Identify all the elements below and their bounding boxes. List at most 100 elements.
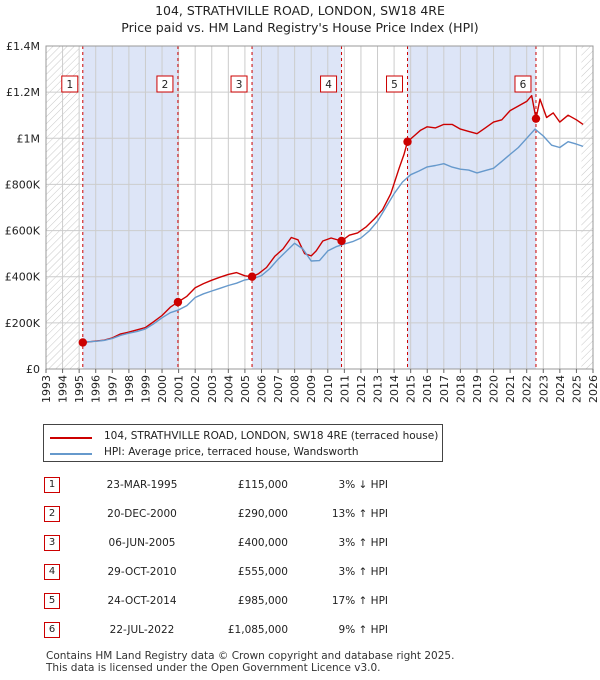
x-tick-label: 2012 <box>355 375 368 403</box>
x-tick-label: 2013 <box>372 375 385 403</box>
x-tick-label: 2023 <box>537 375 550 403</box>
x-tick-label: 2017 <box>438 375 451 403</box>
legend-swatch-hpi <box>50 453 92 455</box>
x-tick-label: 2024 <box>554 375 567 403</box>
sale-date: 29-OCT-2010 <box>107 565 177 578</box>
x-tick-label: 1995 <box>73 375 86 403</box>
table-row: 4 29-OCT-2010 £555,000 3% ↑ HPI <box>44 557 388 586</box>
sale-point <box>247 272 257 281</box>
sale-hpi-diff: 3% ↓ HPI <box>338 478 388 491</box>
sale-hpi-diff: 13% ↑ HPI <box>331 507 388 520</box>
sale-label-number: 3 <box>236 79 243 91</box>
sale-hpi-diff: 17% ↑ HPI <box>331 594 388 607</box>
x-tick-label: 2021 <box>504 375 517 403</box>
table-row: 3 06-JUN-2005 £400,000 3% ↑ HPI <box>44 528 388 557</box>
ownership-band <box>252 46 342 369</box>
sale-label-number: 6 <box>520 79 527 91</box>
x-tick-label: 2010 <box>322 375 335 403</box>
chart-subtitle: Price paid vs. HM Land Registry's House … <box>121 20 479 35</box>
sale-point <box>337 236 346 246</box>
sale-point <box>78 338 87 347</box>
x-tick-label: 2022 <box>521 375 534 403</box>
sale-label-box: 4 <box>320 75 338 93</box>
table-row: 5 24-OCT-2014 £985,000 17% ↑ HPI <box>44 586 388 615</box>
ownership-band <box>82 46 178 369</box>
y-tick-label: £1.2M <box>6 86 40 99</box>
x-tick-label: 2015 <box>405 375 418 403</box>
legend-label-hpi: HPI: Average price, terraced house, Wand… <box>104 446 359 458</box>
sale-label-box: 3 <box>230 75 248 93</box>
sale-price: £1,085,000 <box>227 623 288 636</box>
sale-point <box>403 137 412 146</box>
x-tick-label: 2026 <box>587 375 600 403</box>
sale-date: 06-JUN-2005 <box>108 536 176 549</box>
sale-date-lines: 1 2 3 4 5 6 <box>61 46 537 369</box>
sale-number-badge: 1 <box>44 476 60 493</box>
ownership-shading <box>46 46 593 369</box>
x-tick-label: 2007 <box>272 375 285 403</box>
x-tick-label: 2003 <box>206 375 219 403</box>
x-tick-label: 1997 <box>106 375 119 403</box>
y-tick-label: £1M <box>17 132 41 145</box>
legend-label-property: 104, STRATHVILLE ROAD, LONDON, SW18 4RE … <box>104 430 439 442</box>
y-tick-label: £800K <box>5 178 41 191</box>
x-tick-label: 2025 <box>570 375 583 403</box>
sale-label-number: 4 <box>325 79 332 91</box>
x-tick-label: 2018 <box>454 375 467 403</box>
x-tick-label: 2001 <box>173 375 186 403</box>
footer-licence: This data is licensed under the Open Gov… <box>46 662 381 674</box>
sale-number-badge: 2 <box>44 505 60 522</box>
y-tick-label: £400K <box>5 271 41 284</box>
price-chart: 1 2 3 4 5 6 £0 £200K £400K £600K £800K £1M £1.2M £1.… <box>5 40 600 403</box>
sale-number-badge: 6 <box>44 621 60 638</box>
x-tick-label: 2011 <box>338 375 351 403</box>
x-tick-label: 2000 <box>156 375 169 403</box>
x-tick-label: 1993 <box>40 375 53 403</box>
sale-markers <box>78 114 541 347</box>
sale-label-number: 5 <box>391 79 398 91</box>
sale-hpi-diff: 3% ↑ HPI <box>338 536 388 549</box>
x-tick-label: 2005 <box>239 375 252 403</box>
sale-label-number: 2 <box>162 79 169 91</box>
sale-label-box: 5 <box>386 75 404 93</box>
x-tick-label: 2019 <box>471 375 484 403</box>
series-line-hpi <box>79 128 584 343</box>
x-tick-label: 1998 <box>123 375 136 403</box>
chart-title: 104, STRATHVILLE ROAD, LONDON, SW18 4RE <box>155 3 445 18</box>
table-row: 2 20-DEC-2000 £290,000 13% ↑ HPI <box>44 499 388 528</box>
hatched-region-after-data <box>581 46 593 369</box>
sale-date: 23-MAR-1995 <box>106 478 178 491</box>
sale-price: £290,000 <box>237 507 288 520</box>
x-tick-label: 2006 <box>255 375 268 403</box>
x-tick-label: 1999 <box>139 375 152 403</box>
sale-price: £115,000 <box>237 478 288 491</box>
sale-number-badge: 3 <box>44 534 60 551</box>
sale-label-box: 6 <box>514 75 532 93</box>
footer: Contains HM Land Registry data © Crown c… <box>46 650 454 674</box>
x-tick-label: 2020 <box>488 375 501 403</box>
sale-price: £400,000 <box>237 536 288 549</box>
x-tick-label: 1996 <box>90 375 103 403</box>
sale-date: 24-OCT-2014 <box>107 594 177 607</box>
x-tick-label: 2008 <box>289 375 302 403</box>
x-tick-label: 1994 <box>57 375 70 403</box>
sale-date: 22-JUL-2022 <box>109 623 175 636</box>
sale-label-box: 1 <box>61 75 79 93</box>
sale-hpi-diff: 9% ↑ HPI <box>338 623 388 636</box>
sale-point <box>173 297 183 307</box>
sale-point <box>531 114 541 123</box>
table-row: 1 23-MAR-1995 £115,000 3% ↓ HPI <box>44 470 388 499</box>
x-tick-label: 2009 <box>305 375 318 403</box>
sale-date: 20-DEC-2000 <box>107 507 177 520</box>
y-tick-label: £0 <box>26 363 40 376</box>
footer-copyright: Contains HM Land Registry data © Crown c… <box>46 650 455 662</box>
sale-hpi-diff: 3% ↑ HPI <box>338 565 388 578</box>
sale-label-number: 1 <box>66 79 73 91</box>
sale-price: £985,000 <box>237 594 288 607</box>
sale-label-box: 2 <box>156 75 174 93</box>
y-tick-label: £200K <box>5 317 41 330</box>
sales-table: 1 23-MAR-1995 £115,000 3% ↓ HPI 2 20-DEC… <box>44 470 388 644</box>
legend: 104, STRATHVILLE ROAD, LONDON, SW18 4RE … <box>43 424 443 462</box>
sale-price: £555,000 <box>237 565 288 578</box>
sale-number-badge: 4 <box>44 563 60 580</box>
